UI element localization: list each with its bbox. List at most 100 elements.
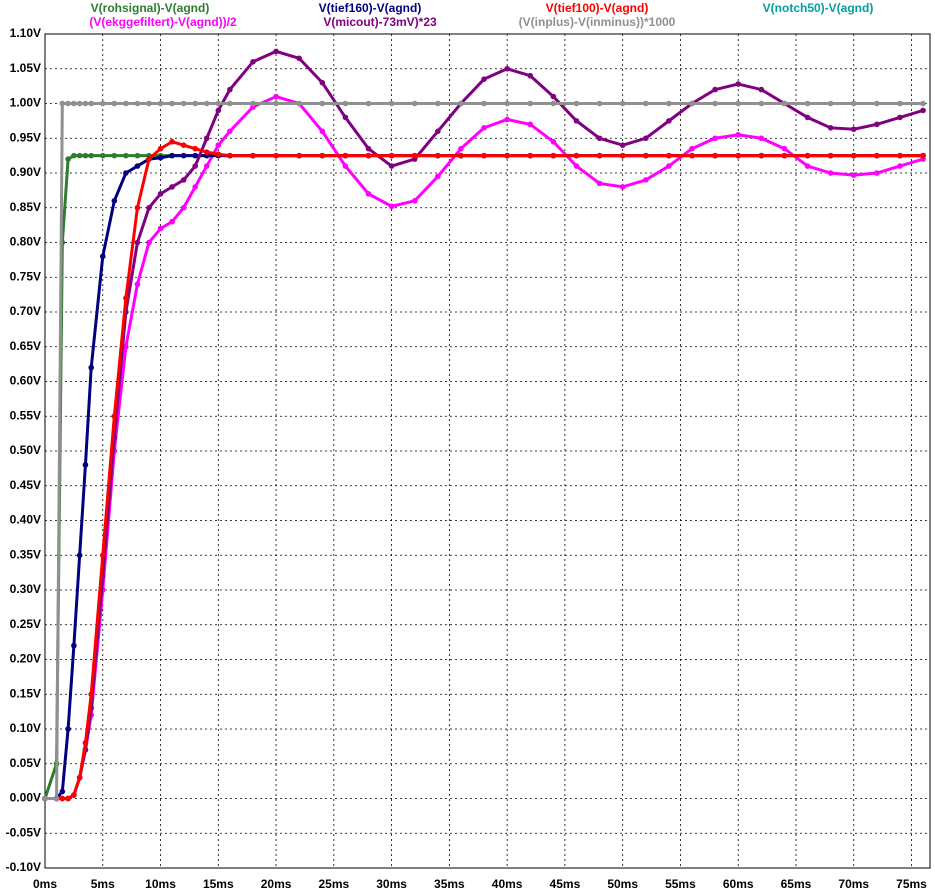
data-point [180,142,187,148]
data-point [735,131,742,138]
data-point [481,100,487,107]
data-point [388,203,395,210]
data-point [712,152,718,159]
x-tick-label: 15ms [203,877,234,891]
data-point [365,152,372,159]
data-point [134,281,141,288]
data-point [827,100,834,107]
data-point [920,152,926,159]
data-point [435,152,441,159]
data-point [504,65,510,72]
data-point [897,100,903,107]
data-point [642,100,649,107]
data-point [250,59,256,65]
data-point [481,76,487,82]
data-point [435,173,441,180]
data-point [365,100,372,107]
data-point [134,239,141,246]
data-point [804,163,811,169]
data-point [192,152,198,159]
data-point [411,198,418,204]
data-point [550,138,557,145]
data-point [527,72,534,79]
data-point [146,239,152,246]
data-point [157,145,164,152]
data-point [319,152,326,159]
data-point [596,180,603,187]
y-tick-label: 0.10V [10,721,41,735]
y-tick-label: -0.05V [6,825,41,839]
data-point [781,152,788,159]
y-tick-label: 0.45V [10,478,41,492]
legend-entry: V(tief100)-V(agnd) [546,1,649,15]
data-point [157,225,164,232]
data-point [804,100,811,107]
y-tick-label: 0.70V [10,304,41,318]
y-tick-label: 0.00V [10,791,41,805]
data-point [157,154,164,161]
data-point [319,79,326,86]
data-point [527,121,534,128]
data-point [458,100,464,107]
data-point [99,100,106,107]
data-point [897,152,903,159]
data-point [850,172,857,178]
data-point [169,184,175,190]
data-point [169,100,175,107]
data-point [458,152,464,159]
data-point [169,138,175,145]
data-point [215,142,222,148]
y-tick-label: 0.25V [10,617,41,631]
data-point [169,218,175,225]
data-point [76,552,83,559]
data-point [71,100,77,107]
y-tick-label: 1.05V [10,61,41,75]
x-tick-label: 10ms [145,877,176,891]
x-tick-label: 45ms [550,877,581,891]
data-point [758,100,765,107]
data-point [735,152,742,159]
y-tick-label: 0.35V [10,547,41,561]
x-tick-label: 25ms [318,877,349,891]
y-tick-label: 0.30V [10,582,41,596]
y-tick-label: 0.20V [10,652,41,666]
y-tick-label: 0.50V [10,443,41,457]
data-point [435,128,441,135]
data-point [920,100,926,107]
data-point [874,121,880,128]
data-point [596,100,603,107]
data-point [550,100,557,107]
data-point [123,295,129,301]
data-point [134,163,141,169]
data-point [666,163,672,169]
data-point [71,152,77,159]
data-point [827,125,834,131]
data-point [342,163,349,169]
data-point [735,100,742,107]
data-point [735,81,742,87]
data-point [827,170,834,176]
data-point [180,177,187,183]
data-point [157,191,164,197]
data-point [203,163,210,169]
data-point [481,152,487,159]
x-tick-label: 50ms [607,877,638,891]
x-tick-label: 40ms [492,877,523,891]
data-point [192,184,198,190]
data-point [458,145,464,152]
data-point [619,100,626,107]
data-point [781,145,788,152]
data-point [192,145,198,152]
x-tick-label: 35ms [434,877,465,891]
x-tick-label: 30ms [376,877,407,891]
data-point [319,100,326,107]
data-point [319,128,326,135]
data-point [874,100,880,107]
data-point [504,100,510,107]
data-point [411,100,418,107]
data-point [642,135,649,142]
data-point [65,795,71,802]
data-point [342,114,349,121]
y-tick-label: -0.10V [6,860,41,874]
y-tick-label: 0.85V [10,200,41,214]
